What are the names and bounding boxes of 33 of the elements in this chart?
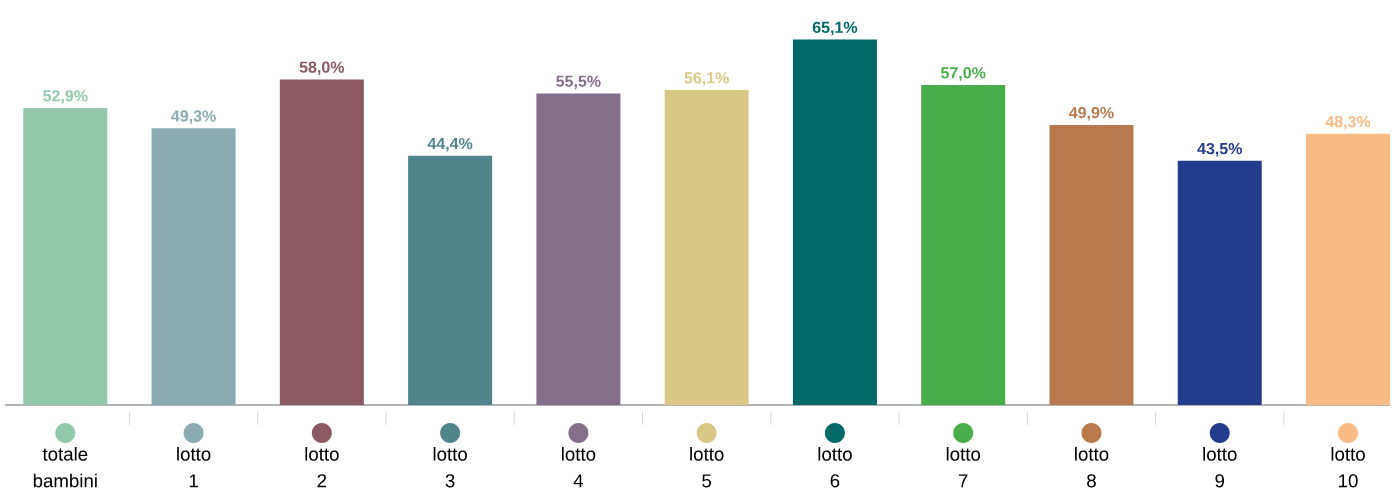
x-tick-label: lotto 3 xyxy=(433,447,467,488)
data-label: 48,3% xyxy=(1325,115,1371,130)
x-tick-label: lotto 2 xyxy=(305,447,339,488)
x-tick-label: lotto 1 xyxy=(177,447,211,488)
x-tick-label: lotto 10 xyxy=(1331,447,1365,488)
x-tick-label: lotto 7 xyxy=(946,447,981,488)
bar xyxy=(23,108,108,405)
bar xyxy=(1177,160,1262,405)
data-label: 49,9% xyxy=(1069,106,1114,121)
bar xyxy=(921,85,1006,405)
bar xyxy=(151,128,236,405)
data-label: 55,5% xyxy=(556,75,601,90)
x-tick-label: lotto 9 xyxy=(1203,447,1237,488)
bar xyxy=(1306,133,1391,405)
data-label: 43,5% xyxy=(1197,142,1242,157)
x-tick-label: lotto 6 xyxy=(818,447,852,488)
bar xyxy=(792,39,877,405)
data-label: 49,3% xyxy=(171,110,216,124)
x-tick-label: lotto 5 xyxy=(690,447,724,488)
data-label: 65,1% xyxy=(812,21,858,36)
x-tick-label: lotto 8 xyxy=(1075,447,1109,488)
bar xyxy=(664,90,749,405)
bar xyxy=(536,93,621,405)
bar xyxy=(1049,124,1134,405)
data-label: 52,9% xyxy=(43,90,88,104)
data-label: 58,0% xyxy=(299,61,345,76)
data-label: 57,0% xyxy=(941,67,986,81)
x-tick-label: lotto 4 xyxy=(562,447,596,488)
bar xyxy=(279,79,364,405)
x-tick-label: totale bambini xyxy=(33,447,97,488)
data-label: 56,1% xyxy=(684,72,729,86)
data-label: 44,4% xyxy=(427,137,473,152)
bar xyxy=(408,155,493,405)
